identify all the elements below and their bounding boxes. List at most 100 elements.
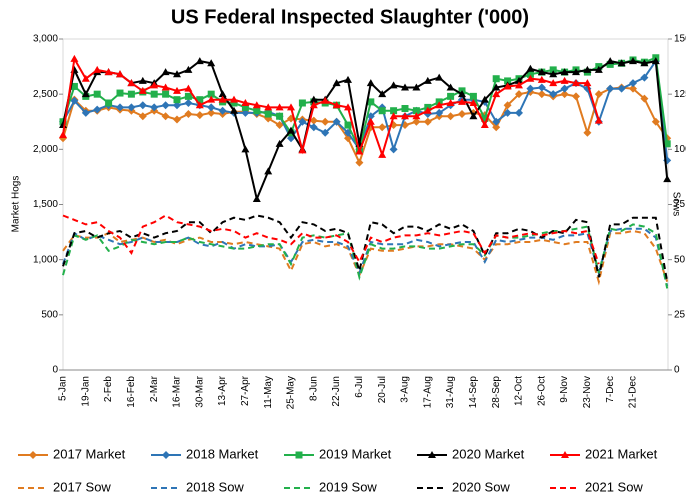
data-point — [207, 108, 216, 117]
data-point — [105, 99, 113, 107]
y-tick-label: 0 — [52, 365, 58, 376]
data-point — [446, 98, 455, 106]
y-tick-label: 500 — [41, 309, 58, 320]
data-point — [230, 106, 238, 114]
data-point — [161, 112, 170, 121]
data-point — [401, 105, 409, 113]
x-tick-label: 8-Jun — [308, 376, 319, 401]
x-tick-label: 12-Oct — [514, 376, 525, 406]
data-point — [195, 111, 204, 120]
data-point — [572, 92, 580, 101]
data-point — [332, 101, 341, 109]
y-tick-label: 2,500 — [33, 89, 58, 100]
data-point — [150, 103, 159, 112]
data-point — [138, 76, 147, 84]
x-tick-label: 2-Mar — [149, 375, 160, 402]
data-point — [480, 121, 489, 129]
legend-label: 2017 Market — [53, 446, 126, 461]
data-point — [287, 134, 295, 143]
data-point — [173, 101, 181, 110]
data-point — [606, 57, 615, 65]
data-point — [526, 84, 535, 93]
data-point — [230, 95, 238, 103]
data-point — [218, 90, 227, 98]
data-point — [412, 112, 421, 120]
data-point — [81, 108, 90, 117]
legend-label: 2021 Market — [585, 446, 658, 461]
data-point — [515, 76, 523, 84]
data-point — [241, 108, 250, 117]
data-point — [446, 112, 455, 121]
x-tick-label: 2-Feb — [103, 376, 114, 403]
data-point — [104, 68, 113, 76]
data-point — [560, 84, 569, 93]
data-point — [583, 65, 592, 73]
data-point — [230, 99, 238, 107]
x-tick-label: 7-Dec — [605, 376, 616, 403]
x-tick-label: 11-May — [263, 376, 274, 409]
data-point — [298, 117, 307, 126]
data-point — [503, 101, 512, 110]
data-point — [173, 96, 181, 104]
data-point — [572, 68, 580, 76]
data-point — [81, 90, 90, 98]
x-tick-label: 30-Mar — [194, 375, 205, 407]
data-point — [253, 107, 261, 115]
legend-marker — [29, 451, 37, 459]
y2-tick-label: 0 — [674, 365, 680, 376]
y2-tick-label: 125 — [674, 89, 686, 100]
data-point — [389, 81, 398, 89]
data-point — [59, 130, 67, 138]
data-point — [321, 96, 330, 104]
y2-tick-label: 50 — [674, 254, 686, 265]
data-point — [503, 108, 512, 117]
data-point — [275, 103, 284, 111]
y2-tick-label: 150 — [674, 34, 686, 45]
data-point — [583, 128, 592, 137]
data-point — [617, 84, 626, 93]
x-tick-label: 5-Jan — [58, 376, 69, 401]
data-point — [389, 145, 398, 154]
chart-title: US Federal Inspected Slaughter ('000) — [171, 6, 529, 28]
x-tick-label: 21-Dec — [628, 376, 639, 408]
data-point — [161, 101, 170, 110]
legend-label: 2021 Sow — [585, 479, 643, 494]
data-point — [309, 101, 318, 109]
data-point — [150, 81, 159, 89]
data-point — [447, 92, 455, 100]
data-point — [127, 103, 136, 112]
x-tick-label: 23-Nov — [582, 376, 593, 408]
legend-marker — [162, 451, 170, 459]
data-point — [492, 123, 501, 132]
data-point — [663, 175, 672, 183]
x-tick-label: 16-Mar — [172, 375, 183, 407]
legend-label: 2020 Sow — [452, 479, 510, 494]
x-tick-label: 19-Jan — [80, 376, 91, 407]
legend-label: 2020 Market — [452, 446, 525, 461]
data-point — [298, 146, 307, 154]
data-point — [629, 57, 637, 65]
data-point — [127, 90, 135, 98]
data-point — [252, 194, 261, 202]
data-point — [629, 84, 637, 93]
legend-label: 2017 Sow — [53, 479, 111, 494]
data-point — [537, 75, 546, 83]
data-point — [378, 107, 386, 115]
data-point — [537, 90, 546, 99]
data-point — [378, 90, 387, 98]
data-point — [173, 115, 181, 124]
data-point — [344, 75, 352, 83]
data-point — [70, 82, 78, 90]
x-tick-label: 20-Jul — [377, 376, 388, 403]
y2-tick-label: 100 — [674, 144, 686, 155]
series-line — [62, 229, 669, 286]
data-point — [572, 79, 580, 87]
legend-label: 2019 Market — [319, 446, 392, 461]
data-point — [264, 103, 273, 111]
data-point — [207, 59, 216, 67]
x-tick-label: 13-Apr — [217, 375, 228, 406]
data-point — [492, 75, 500, 83]
data-point — [412, 107, 420, 115]
